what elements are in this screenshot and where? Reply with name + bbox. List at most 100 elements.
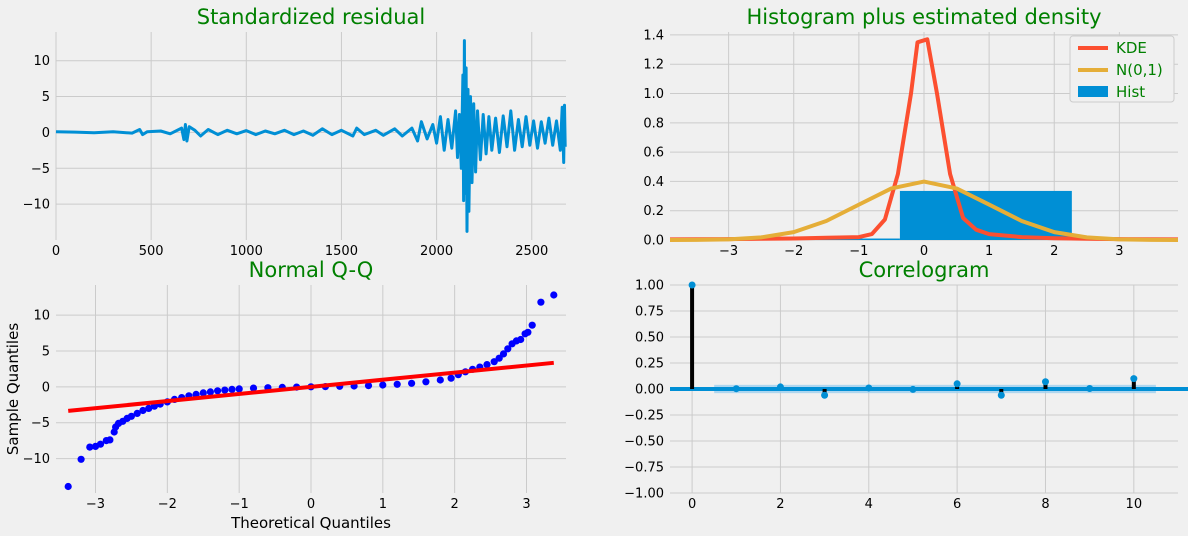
x-tick-label: 1000 — [230, 244, 263, 259]
x-tick-label: −3 — [86, 497, 105, 512]
qq-point — [364, 382, 373, 390]
x-tick-label: 2000 — [420, 244, 453, 259]
y-axis-label: Sample Quantiles — [4, 323, 22, 455]
qq-point — [393, 380, 401, 388]
x-tick-label: 10 — [1126, 497, 1143, 512]
qq-point — [199, 389, 207, 397]
acf-marker — [997, 391, 1005, 399]
qq-point — [436, 376, 444, 384]
x-tick-label: 0 — [920, 244, 928, 259]
qq-point — [490, 358, 498, 366]
legend-label-normal: N(0,1) — [1116, 61, 1163, 79]
legend-label-kde: KDE — [1116, 39, 1147, 57]
qq-point — [422, 378, 430, 386]
acf-marker — [821, 391, 829, 399]
x-tick-label: 4 — [865, 497, 873, 512]
x-tick-label: 1 — [985, 244, 993, 259]
correlogram-panel: Correlogram 0 2 4 6 8 10 −1.00 −0.75 −0.50 −0.25 0… — [624, 258, 1188, 512]
x-tick-label: 8 — [1041, 497, 1049, 512]
qq-point — [77, 455, 85, 463]
y-tick-label: 0.75 — [635, 305, 664, 320]
y-tick-label: 5 — [42, 344, 50, 359]
acf-marker — [776, 383, 784, 391]
qq-point — [206, 388, 214, 396]
y-tick-label: 0 — [42, 380, 50, 395]
qq-point — [221, 386, 229, 394]
acf-marker — [1130, 375, 1138, 383]
y-tick-label: −0.75 — [624, 461, 664, 476]
x-tick-label: −1 — [849, 244, 868, 259]
legend: KDE N(0,1) Hist — [1069, 35, 1175, 103]
histogram-density-panel: Histogram plus estimated density −3 −2 −1 0… — [643, 5, 1179, 259]
acf-marker — [688, 281, 696, 289]
y-tick-label: 1.00 — [635, 279, 664, 294]
x-tick-label: 1 — [379, 497, 387, 512]
acf-marker — [909, 385, 917, 393]
y-tick-label: 0.4 — [643, 175, 664, 190]
y-tick-label: 0.00 — [635, 383, 664, 398]
qq-point — [379, 381, 387, 389]
qq-point — [447, 374, 455, 382]
qq-point — [96, 440, 105, 448]
x-axis-label: Theoretical Quantiles — [230, 514, 391, 532]
qq-point — [249, 384, 258, 392]
qq-point — [517, 335, 525, 344]
y-tick-label: 1.2 — [643, 58, 664, 73]
normal-density-line — [669, 179, 1179, 242]
acf-marker — [1041, 378, 1049, 386]
y-tick-label: 0.50 — [635, 331, 664, 346]
qq-point — [127, 412, 135, 420]
x-tick-label: 500 — [139, 244, 164, 259]
qq-point — [550, 291, 558, 299]
y-tick-label: −0.25 — [624, 409, 664, 424]
x-tick-label: −2 — [158, 497, 177, 512]
qq-point — [528, 321, 536, 329]
y-tick-label: −5 — [31, 162, 50, 177]
qq-point — [235, 385, 243, 393]
y-tick-label: 1.4 — [643, 28, 664, 43]
x-tick-label: −1 — [230, 497, 249, 512]
qq-point — [214, 387, 222, 395]
y-tick-label: −1.00 — [624, 487, 664, 502]
y-tick-label: 0.0 — [643, 234, 664, 249]
normal-qq-panel: Normal Q-Q Theoretical Quantiles Sample … — [4, 258, 566, 532]
x-tick-label: 2 — [451, 497, 459, 512]
y-tick-label: −0.50 — [624, 435, 664, 450]
y-tick-label: 1.0 — [643, 87, 664, 102]
x-tick-label: 3 — [1115, 244, 1123, 259]
qq-point — [64, 482, 72, 491]
y-tick-label: 5 — [42, 90, 50, 105]
standardized-residual-panel: Standardized residual 0 500 1000 1500 2000 25… — [23, 5, 567, 259]
qq-point — [537, 298, 545, 306]
x-tick-label: 3 — [522, 497, 530, 512]
panel-title: Standardized residual — [197, 5, 426, 29]
qq-point — [499, 350, 508, 358]
legend-box — [1069, 35, 1175, 103]
qq-point — [504, 345, 512, 353]
qq-point — [408, 379, 416, 387]
y-tick-label: 10 — [33, 54, 50, 69]
reference-line — [68, 360, 554, 413]
y-tick-label: 0.8 — [643, 116, 664, 131]
y-tick-label: 0.2 — [643, 204, 664, 219]
qq-point — [145, 404, 153, 412]
qq-point — [483, 361, 491, 369]
x-tick-label: 0 — [688, 497, 696, 512]
x-tick-label: 2 — [1050, 244, 1058, 259]
acf-marker — [1086, 384, 1094, 392]
y-tick-label: −5 — [31, 416, 50, 431]
y-tick-label: 0 — [42, 126, 50, 141]
qq-point — [228, 385, 236, 393]
x-tick-label: −3 — [719, 244, 738, 259]
x-tick-label: −2 — [784, 244, 803, 259]
x-tick-label: 0 — [52, 244, 60, 259]
y-tick-label: −10 — [23, 452, 50, 467]
panel-title: Normal Q-Q — [249, 258, 374, 282]
legend-label-hist: Hist — [1116, 83, 1145, 101]
kde-line — [669, 37, 1179, 242]
y-tick-label: −10 — [23, 198, 50, 213]
x-tick-label: 1500 — [325, 244, 358, 259]
panel-title: Correlogram — [859, 258, 990, 282]
